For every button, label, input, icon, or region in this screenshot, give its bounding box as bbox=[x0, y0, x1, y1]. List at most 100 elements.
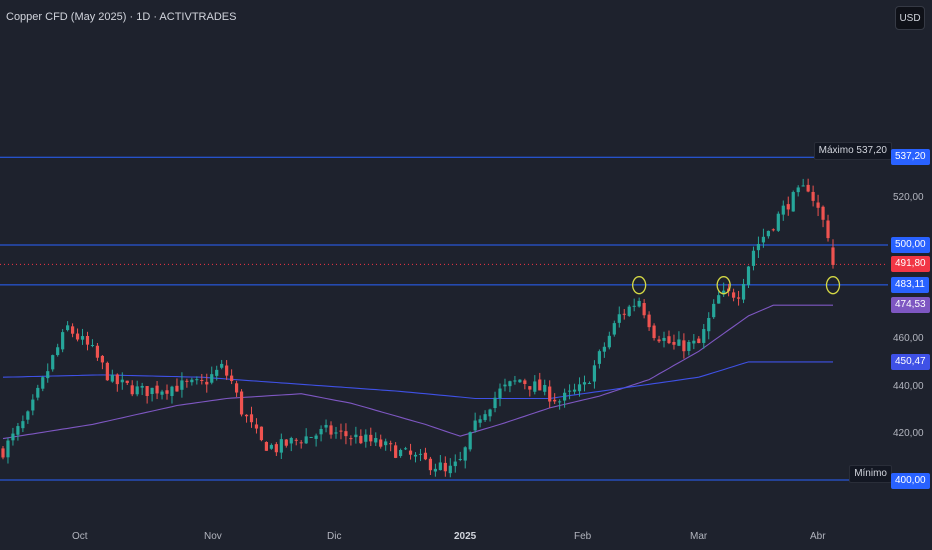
candle[interactable] bbox=[145, 385, 149, 404]
candle[interactable] bbox=[483, 410, 487, 422]
candle[interactable] bbox=[70, 323, 75, 338]
candle[interactable] bbox=[577, 377, 582, 397]
candle[interactable] bbox=[786, 196, 790, 216]
candle[interactable] bbox=[533, 375, 537, 395]
candle[interactable] bbox=[423, 447, 428, 461]
candle[interactable] bbox=[210, 366, 214, 385]
candle[interactable] bbox=[21, 415, 25, 433]
candle[interactable] bbox=[831, 239, 835, 269]
candle[interactable] bbox=[677, 331, 681, 347]
candle[interactable] bbox=[36, 384, 40, 401]
candle[interactable] bbox=[46, 363, 50, 383]
candle[interactable] bbox=[458, 451, 462, 462]
candle[interactable] bbox=[438, 454, 442, 471]
candle[interactable] bbox=[478, 415, 482, 428]
candle[interactable] bbox=[234, 380, 239, 398]
candle[interactable] bbox=[647, 311, 651, 331]
candle[interactable] bbox=[254, 418, 259, 434]
candle[interactable] bbox=[41, 375, 45, 392]
candle[interactable] bbox=[160, 389, 164, 400]
candle[interactable] bbox=[140, 382, 144, 396]
candle[interactable] bbox=[359, 429, 363, 445]
candle[interactable] bbox=[453, 454, 457, 473]
candle[interactable] bbox=[230, 369, 234, 385]
candle[interactable] bbox=[279, 433, 283, 459]
candle[interactable] bbox=[697, 336, 701, 344]
candle[interactable] bbox=[344, 423, 348, 445]
candle[interactable] bbox=[239, 389, 244, 417]
candle[interactable] bbox=[408, 443, 413, 460]
candle[interactable] bbox=[120, 372, 124, 390]
candle[interactable] bbox=[249, 406, 254, 428]
candle[interactable] bbox=[95, 343, 100, 361]
candle[interactable] bbox=[771, 228, 775, 232]
candle[interactable] bbox=[269, 443, 273, 450]
candle[interactable] bbox=[622, 309, 626, 320]
candle[interactable] bbox=[741, 278, 746, 304]
candle[interactable] bbox=[215, 365, 219, 381]
candle[interactable] bbox=[463, 446, 467, 469]
candle[interactable] bbox=[259, 426, 264, 442]
candle[interactable] bbox=[538, 372, 542, 391]
candle[interactable] bbox=[712, 299, 716, 319]
candle[interactable] bbox=[518, 379, 522, 383]
candle[interactable] bbox=[225, 360, 229, 380]
candle[interactable] bbox=[175, 378, 179, 392]
candle[interactable] bbox=[821, 205, 825, 228]
candle[interactable] bbox=[11, 427, 15, 446]
candle[interactable] bbox=[498, 383, 502, 407]
candle[interactable] bbox=[433, 463, 437, 477]
candle[interactable] bbox=[523, 378, 527, 390]
candle[interactable] bbox=[244, 414, 249, 423]
candle[interactable] bbox=[796, 185, 800, 197]
candle[interactable] bbox=[662, 331, 666, 348]
candle[interactable] bbox=[314, 433, 318, 447]
candle[interactable] bbox=[200, 374, 204, 385]
candle[interactable] bbox=[51, 354, 55, 372]
candle[interactable] bbox=[582, 375, 587, 392]
currency-button[interactable]: USD bbox=[895, 6, 925, 30]
candle[interactable] bbox=[493, 391, 497, 413]
candle[interactable] bbox=[597, 349, 601, 369]
candle[interactable] bbox=[399, 448, 403, 458]
candle[interactable] bbox=[394, 442, 398, 459]
candle[interactable] bbox=[602, 342, 606, 358]
candle[interactable] bbox=[607, 331, 611, 350]
candle[interactable] bbox=[418, 448, 423, 462]
candle[interactable] bbox=[180, 372, 184, 398]
candle[interactable] bbox=[100, 355, 104, 370]
candle[interactable] bbox=[811, 185, 815, 207]
candle[interactable] bbox=[826, 214, 830, 242]
candle[interactable] bbox=[374, 432, 378, 447]
candle[interactable] bbox=[761, 228, 766, 248]
candle[interactable] bbox=[170, 385, 174, 404]
candle[interactable] bbox=[563, 388, 567, 408]
candle[interactable] bbox=[627, 304, 631, 317]
candle[interactable] bbox=[185, 378, 189, 388]
candle[interactable] bbox=[592, 360, 597, 389]
candle[interactable] bbox=[612, 320, 616, 337]
candle[interactable] bbox=[190, 377, 194, 386]
candle[interactable] bbox=[324, 419, 328, 433]
candle[interactable] bbox=[294, 438, 298, 446]
candle[interactable] bbox=[26, 410, 30, 424]
candle[interactable] bbox=[130, 380, 134, 397]
candle[interactable] bbox=[165, 384, 169, 400]
candle[interactable] bbox=[299, 440, 303, 449]
candle[interactable] bbox=[801, 178, 805, 187]
candle[interactable] bbox=[642, 299, 646, 319]
candle[interactable] bbox=[90, 339, 95, 348]
candle[interactable] bbox=[746, 265, 751, 289]
candle[interactable] bbox=[349, 435, 353, 446]
candle[interactable] bbox=[672, 334, 676, 350]
candle[interactable] bbox=[105, 361, 109, 381]
candle[interactable] bbox=[667, 330, 671, 345]
candle[interactable] bbox=[379, 434, 383, 449]
candle[interactable] bbox=[80, 328, 85, 345]
candle[interactable] bbox=[195, 376, 199, 385]
candle[interactable] bbox=[543, 379, 547, 396]
candle[interactable] bbox=[567, 384, 572, 400]
candle[interactable] bbox=[150, 387, 154, 402]
candle[interactable] bbox=[682, 333, 686, 359]
candle[interactable] bbox=[1, 446, 5, 460]
